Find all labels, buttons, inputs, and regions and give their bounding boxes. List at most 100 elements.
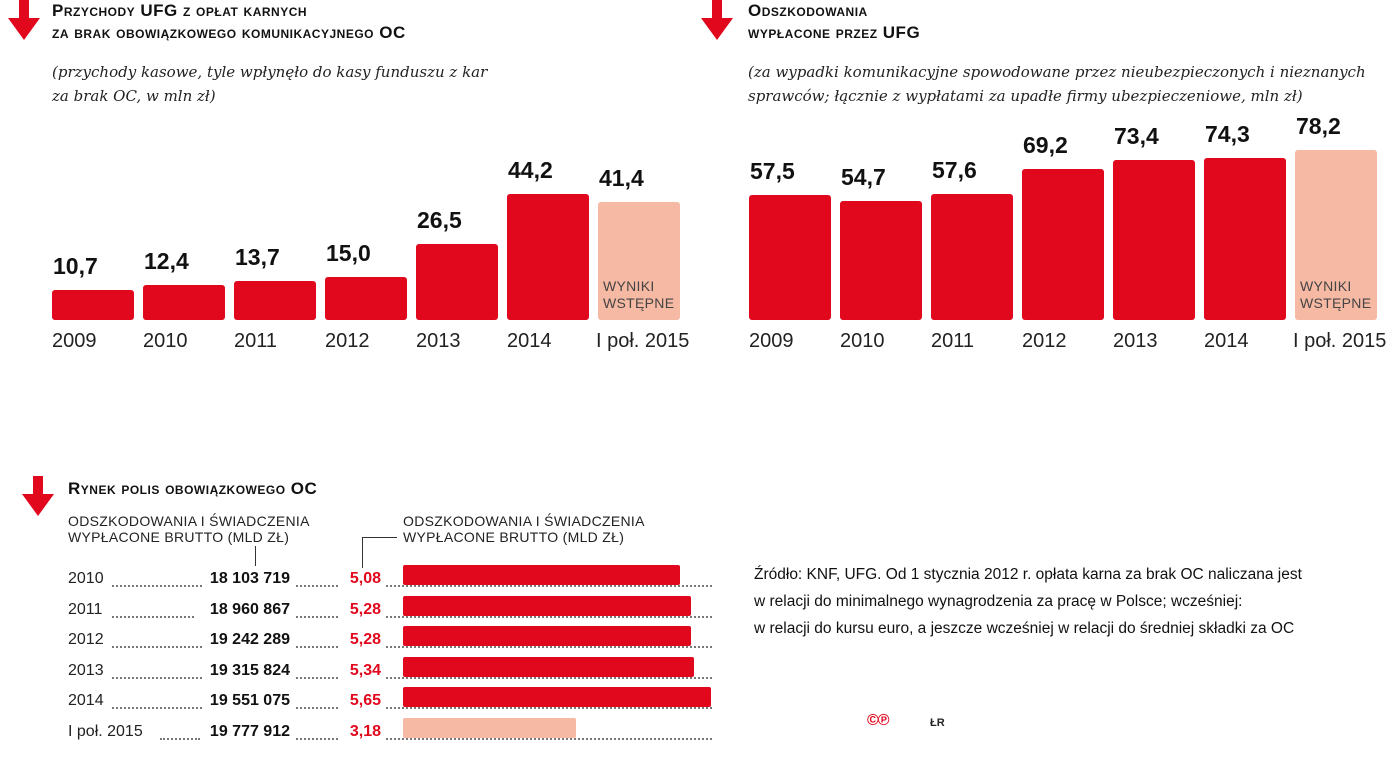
data-label: 57,5 [750, 157, 795, 184]
down-arrow-icon [8, 0, 40, 40]
payout-bar [403, 717, 577, 738]
bar-2010 [143, 284, 225, 320]
data-label: 41,4 [599, 165, 644, 191]
dot-leader [386, 646, 712, 648]
x-tick-label: 2009 [52, 330, 97, 352]
column-header-policies: ODSZKODOWANIA I ŚWIADCZENIA WYPŁACONE BR… [68, 513, 310, 545]
dot-leader [386, 615, 712, 618]
bar-2013 [1113, 159, 1195, 320]
x-tick-label: 2011 [931, 330, 975, 352]
chart1-title: Przychody UFG z opłat karnych za brak ob… [52, 1, 406, 42]
x-tick-label: I poł. 2015 [1293, 330, 1387, 352]
data-label: 15,0 [326, 240, 371, 267]
dot-leader [386, 707, 712, 709]
x-tick-label: 2014 [1204, 330, 1249, 352]
policies-value: 18 960 867 [209, 600, 290, 618]
publisher-logo: ©℗ [867, 712, 890, 729]
data-label: 57,6 [932, 157, 977, 184]
bar-Ipoł2015 [1295, 149, 1377, 320]
source-note: Źródło: KNF, UFG. Od 1 stycznia 2012 r. … [754, 566, 1302, 637]
dot-leader [386, 585, 712, 587]
preliminary-note: WYNIKI [603, 278, 655, 294]
data-label: 69,2 [1023, 132, 1068, 159]
column-header-payouts: ODSZKODOWANIA I ŚWIADCZENIA WYPŁACONE BR… [403, 513, 645, 545]
payout-bar [403, 656, 695, 677]
payout-value: 5,34 [349, 661, 381, 679]
data-label: 44,2 [508, 157, 553, 184]
x-tick-label: I poł. 2015 [596, 330, 690, 352]
bar-2011 [931, 194, 1013, 320]
dot-leader [296, 646, 338, 648]
data-label: 10,7 [53, 252, 98, 279]
header-pointer-2 [362, 537, 397, 568]
data-label: 73,4 [1114, 122, 1159, 149]
payout-value: 5,65 [349, 692, 381, 709]
row-year: 2010 [68, 570, 104, 587]
policies-value: 19 242 289 [209, 631, 290, 648]
payout-value: 5,28 [349, 600, 381, 618]
dot-leader [296, 676, 338, 679]
dot-leader [160, 737, 200, 740]
chart1-subtitle: (przychody kasowe, tyle wpłynęło do kasy… [52, 63, 488, 105]
dot-leader [112, 615, 194, 618]
dot-leader [296, 707, 338, 709]
payout-bar [403, 595, 691, 616]
x-tick-label: 2012 [325, 330, 370, 352]
data-label: 26,5 [417, 207, 462, 234]
x-tick-label: 2013 [416, 330, 461, 352]
row-year: 2011 [68, 600, 103, 618]
x-tick-label: 2010 [840, 330, 885, 352]
policies-value: 19 551 075 [209, 692, 290, 709]
bar-2012 [325, 277, 407, 320]
row-year: 2013 [68, 661, 104, 679]
x-tick-label: 2012 [1022, 330, 1067, 352]
payout-bar [403, 687, 711, 707]
row-year: 2014 [68, 692, 104, 709]
dot-leader [112, 707, 202, 709]
bar-2011 [234, 280, 316, 320]
dot-leader [296, 737, 338, 740]
author-initials: ŁR [930, 717, 945, 729]
data-label: 54,7 [841, 163, 886, 190]
payout-bar [403, 565, 680, 585]
bar-2012 [1022, 169, 1104, 320]
policies-value: 19 777 912 [209, 722, 290, 740]
bar-2009 [52, 289, 134, 320]
dot-leader [386, 737, 712, 740]
preliminary-note: WSTĘPNE [1300, 295, 1372, 311]
data-label: 78,2 [1296, 112, 1341, 139]
preliminary-note: WSTĘPNE [603, 295, 675, 311]
x-tick-label: 2010 [143, 330, 188, 352]
chart2-title: Odszkodowania wypłacone przez UFG [748, 1, 921, 42]
row-year: I poł. 2015 [68, 722, 143, 740]
x-tick-label: 2014 [507, 330, 552, 352]
bar-2014 [1204, 158, 1286, 320]
dot-leader [112, 585, 202, 587]
preliminary-note: WYNIKI [1300, 278, 1352, 294]
bar-2010 [840, 200, 922, 320]
dot-leader [296, 585, 338, 587]
data-label: 74,3 [1205, 121, 1250, 148]
bar-2013 [416, 244, 498, 320]
chart3-title: Rynek polis obowiązkowego OC [68, 479, 318, 498]
policies-value: 18 103 719 [209, 570, 290, 587]
down-arrow-icon [701, 0, 733, 40]
payout-value: 5,08 [349, 570, 381, 587]
dot-leader [112, 646, 202, 648]
row-year: 2012 [68, 631, 104, 648]
down-arrow-icon [22, 476, 54, 516]
header-pointer-1 [255, 546, 256, 566]
payout-value: 5,28 [349, 631, 381, 648]
dot-leader [296, 615, 338, 618]
bar-2009 [749, 194, 831, 320]
x-tick-label: 2013 [1113, 330, 1158, 352]
chart2-subtitle: (za wypadki komunikacyjne spowodowane pr… [748, 63, 1366, 105]
x-tick-label: 2009 [749, 330, 794, 352]
policies-value: 19 315 824 [209, 661, 290, 679]
bar-2014 [507, 194, 589, 320]
bar-Ipoł2015 [598, 202, 680, 320]
payout-value: 3,18 [349, 722, 381, 740]
dot-leader [386, 676, 712, 679]
data-label: 12,4 [144, 247, 189, 274]
dot-leader [112, 676, 202, 679]
